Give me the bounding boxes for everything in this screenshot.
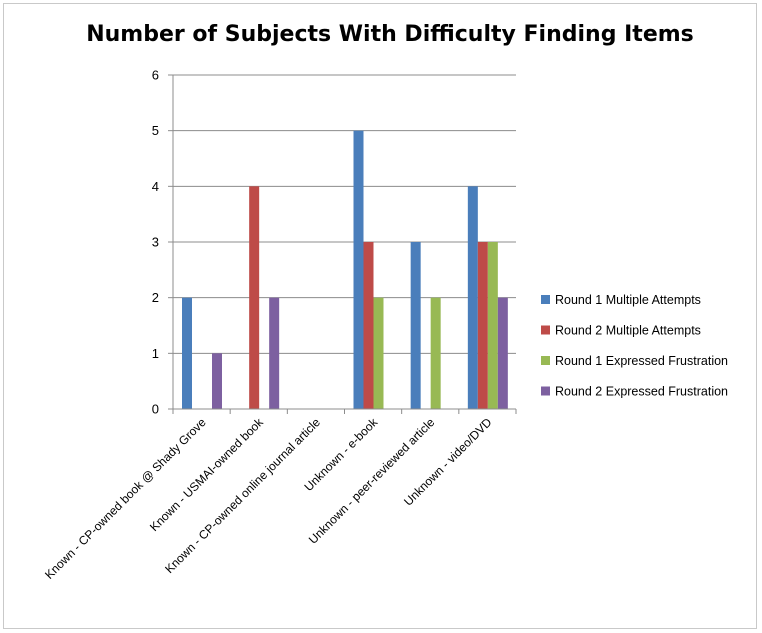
legend-swatch <box>541 295 550 304</box>
bar <box>410 242 421 409</box>
legend-label: Round 1 Multiple Attempts <box>555 293 701 307</box>
bar <box>497 297 508 409</box>
legend-label: Round 1 Expressed Frustration <box>555 354 728 368</box>
bar <box>212 353 222 409</box>
bar <box>430 297 441 409</box>
legend-swatch <box>541 356 550 365</box>
y-tick-label: 6 <box>152 68 159 83</box>
bar <box>363 242 374 409</box>
x-tick-label: Known - USMAI-owned book <box>147 415 267 535</box>
y-tick-label: 0 <box>152 402 159 417</box>
bar <box>467 186 478 409</box>
y-tick-label: 1 <box>152 346 159 361</box>
bar <box>269 297 280 409</box>
legend-swatch <box>541 325 550 335</box>
y-tick-label: 4 <box>152 179 159 194</box>
bar <box>353 130 364 409</box>
legend: Round 1 Multiple Attempts Round 2 Multipl… <box>541 293 728 399</box>
legend-label: Round 2 Expressed Frustration <box>555 385 728 399</box>
legend-swatch <box>541 386 550 396</box>
grid-layer <box>173 74 516 354</box>
bar <box>487 242 498 409</box>
bar <box>477 242 488 409</box>
y-tick-label: 5 <box>152 123 159 138</box>
y-tick-label: 2 <box>152 290 159 305</box>
bar <box>182 297 192 409</box>
bar <box>249 186 260 409</box>
legend-label: Round 2 Multiple Attempts <box>555 324 701 338</box>
chart-title: Number of Subjects With Difficulty Findi… <box>86 22 694 47</box>
bars-layer <box>182 130 508 409</box>
y-tick-label: 3 <box>152 235 159 250</box>
bar <box>373 297 384 409</box>
